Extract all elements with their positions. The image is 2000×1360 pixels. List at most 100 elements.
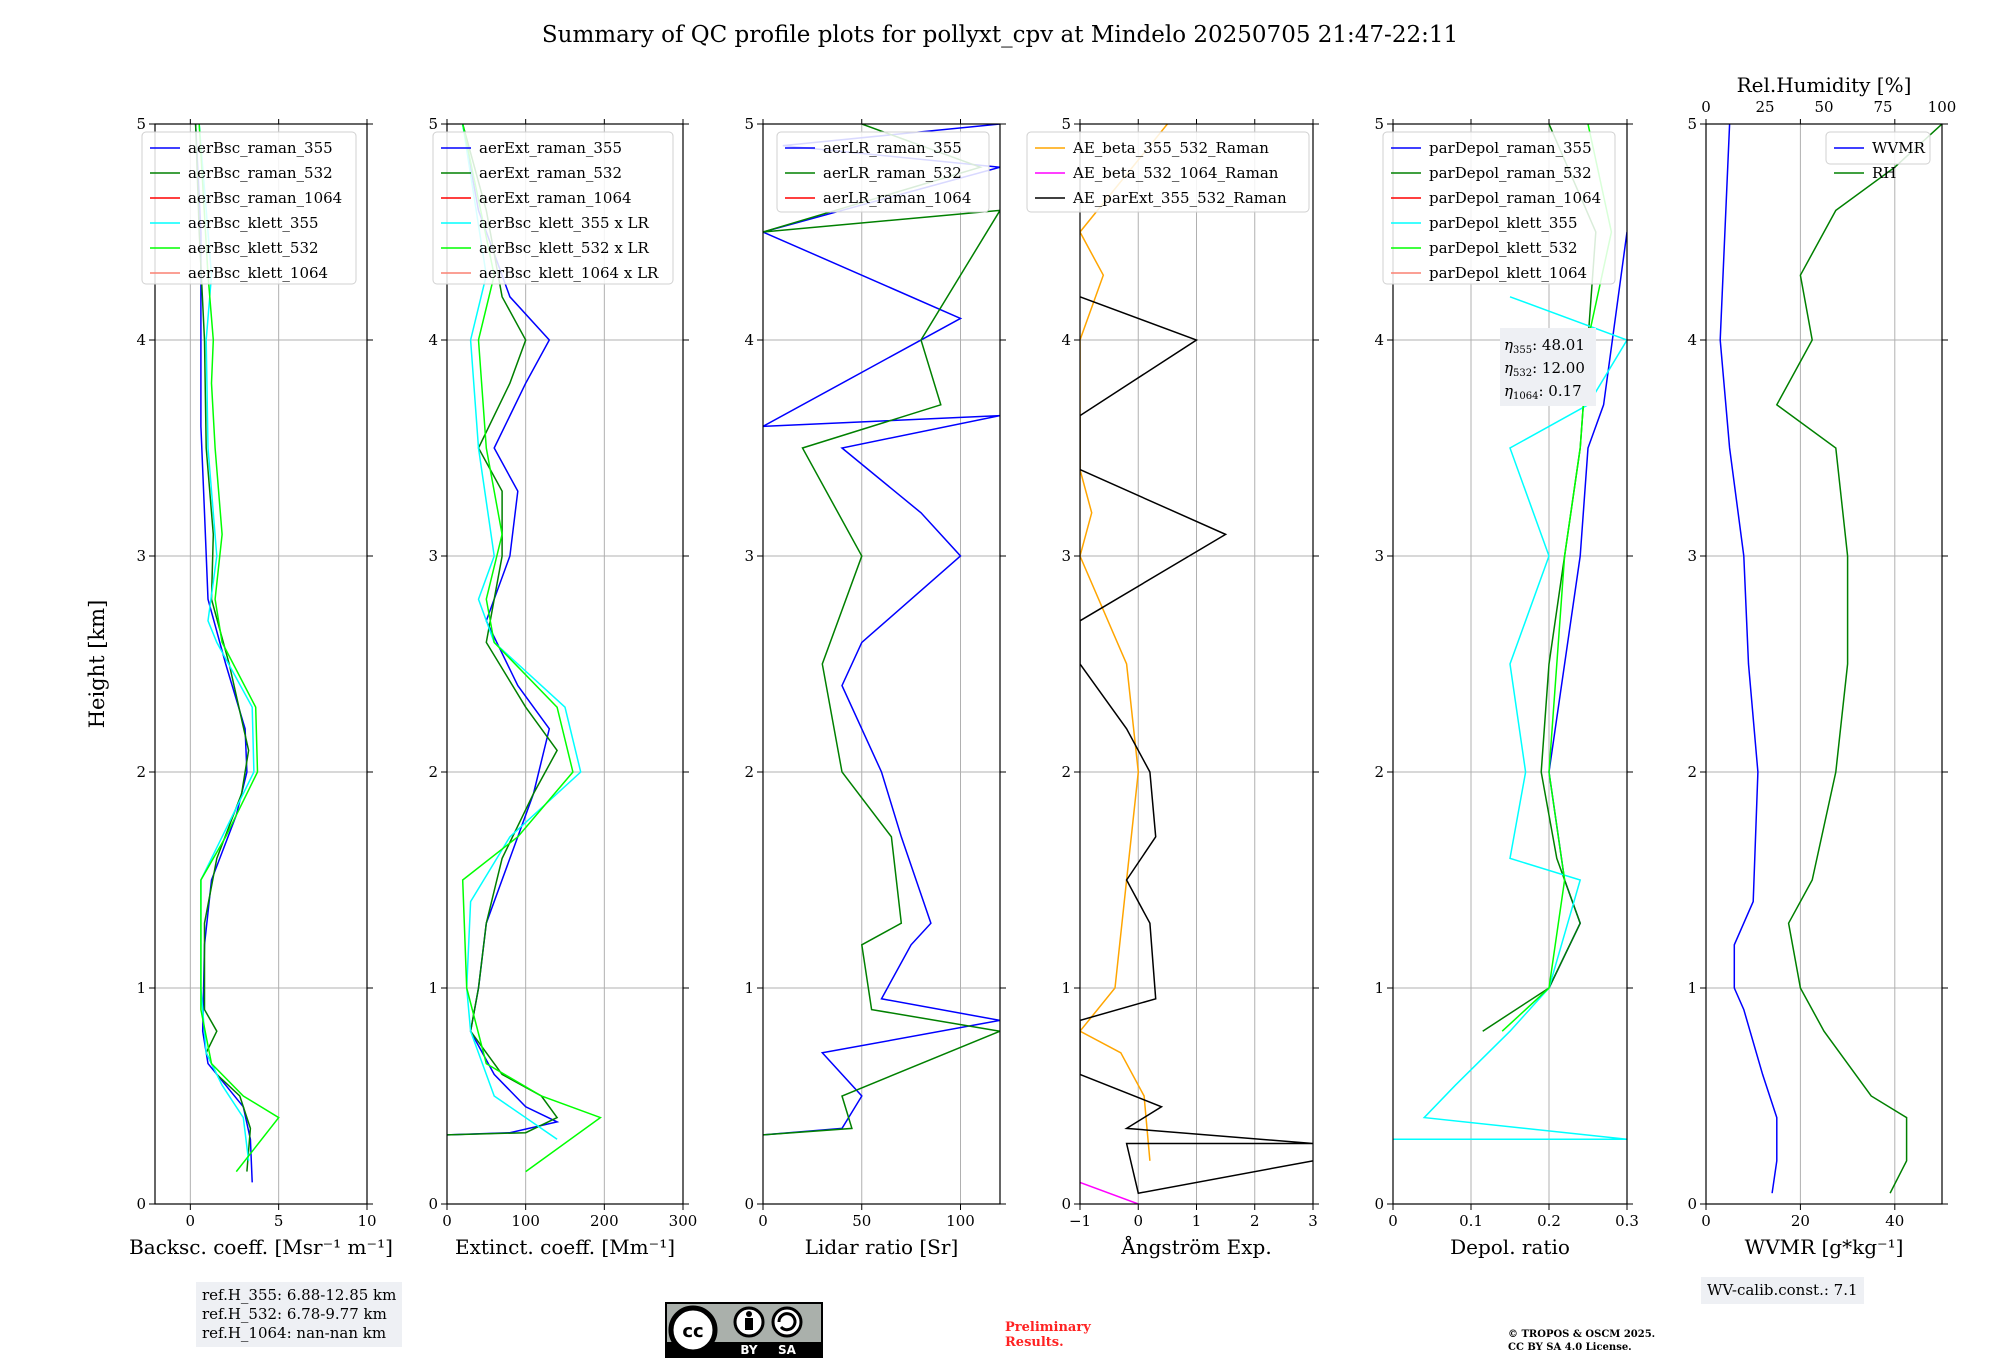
series-AE_parExt_355_532_Raman: [1080, 296, 1313, 1195]
y-tick-label: 3: [744, 547, 754, 565]
legend-entry: aerBsc_klett_1064 x LR: [479, 264, 659, 282]
copyright-line-1: © TROPOS & OSCM 2025.: [1508, 1329, 1656, 1340]
panel-2: 0 100 200 300 0 1 2 3 4 5 Extinct. coeff. [Mm⁻¹] ae…: [428, 115, 697, 1259]
x2-tick-label: 0: [1701, 98, 1711, 116]
y-tick-label: 2: [136, 763, 146, 781]
ref-height-355: ref.H_355: 6.88-12.85 km: [202, 1286, 397, 1304]
series-group: [763, 124, 1000, 1136]
legend-entry: parDepol_klett_355: [1429, 214, 1578, 232]
y-tick-label: 3: [1374, 547, 1384, 565]
annotation-line: η532: 12.00: [1504, 359, 1585, 379]
legend-entry: aerLR_raman_355: [823, 139, 962, 157]
cc-by-sa-badge: cc BY SA: [665, 1302, 823, 1358]
legend-box: [141, 131, 357, 285]
panel-1: 0 5 10 0 1 2 3 4 5 Backsc. coeff. [Msr⁻¹ m⁻¹] aerB…: [129, 115, 393, 1259]
legend: aerBsc_raman_355 aerBsc_raman_532 aerBsc_r…: [141, 131, 357, 285]
legend-box: [1825, 131, 1931, 165]
preliminary-note: Preliminary Results.: [1005, 1320, 1091, 1350]
series-RH: [1775, 124, 1942, 1194]
legend-entry: aerBsc_klett_355: [188, 214, 319, 232]
reference-heights-box: ref.H_355: 6.88-12.85 km ref.H_532: 6.78…: [196, 1282, 403, 1347]
x-tick-label: 2: [1250, 1212, 1260, 1230]
legend-entry: aerBsc_klett_532: [188, 239, 319, 257]
legend-entry: AE_beta_532_1064_Raman: [1072, 164, 1279, 182]
series-aerBsc_klett_532: [198, 124, 280, 1173]
x2-axis-label: Rel.Humidity [%]: [1737, 73, 1912, 97]
series-aerLR_raman_355: [763, 124, 1000, 1136]
x-tick-label: 200: [590, 1212, 619, 1230]
y-tick-label: 0: [744, 1195, 754, 1213]
legend: AE_beta_355_532_Raman AE_beta_532_1064_Ra…: [1026, 131, 1310, 213]
y-tick-label: 1: [1061, 979, 1071, 997]
y-tick-label: 1: [428, 979, 438, 997]
y-tick-label: 2: [428, 763, 438, 781]
x-tick-label: 0.3: [1615, 1212, 1639, 1230]
y-tick-label: 4: [428, 331, 438, 349]
x-axis-label: Depol. ratio: [1450, 1235, 1570, 1259]
series-aerLR_raman_532: [763, 124, 1000, 1136]
x-tick-label: 10: [357, 1212, 376, 1230]
x-axis-label: Ångström Exp.: [1120, 1234, 1271, 1259]
series-aerExt_raman_355: [447, 124, 560, 1136]
x-tick-label: 300: [669, 1212, 698, 1230]
y-tick-label: 1: [136, 979, 146, 997]
x-tick-label: 0: [442, 1212, 452, 1230]
axes-frame: [762, 123, 1001, 1205]
y-tick-label: 5: [136, 115, 146, 133]
legend-entry: aerExt_raman_532: [479, 164, 622, 182]
axes-frame: [1392, 123, 1628, 1205]
legend-entry: aerBsc_klett_1064: [188, 264, 328, 282]
y-tick-label: 5: [1061, 115, 1071, 133]
legend-entry: aerBsc_klett_532 x LR: [479, 239, 650, 257]
ref-height-1064: ref.H_1064: nan-nan km: [202, 1324, 387, 1342]
legend-entry: aerLR_raman_1064: [823, 189, 971, 207]
x2-tick-label: 75: [1873, 98, 1892, 116]
legend-box: [1026, 131, 1310, 213]
x-tick-label: 100: [511, 1212, 540, 1230]
y-tick-label: 1: [1687, 979, 1697, 997]
series-parDepol_klett_355: [1393, 296, 1627, 1140]
y-tick-label: 2: [1687, 763, 1697, 781]
x-tick-label: 50: [852, 1212, 871, 1230]
y-tick-label: 4: [136, 331, 146, 349]
x-tick-label: 5: [274, 1212, 284, 1230]
y-tick-label: 4: [1687, 331, 1697, 349]
preliminary-line-2: Results.: [1005, 1335, 1064, 1350]
panel-6: 0 20 40 0 1 2 3 4 5 WVMR [g*kg⁻¹] 0 25 50 75 100 Rel.Hu…: [1687, 73, 1956, 1259]
figure-title: Summary of QC profile plots for pollyxt_…: [541, 22, 1459, 48]
legend-box: [1382, 131, 1616, 285]
x2-tick-label: 50: [1814, 98, 1833, 116]
y-tick-label: 0: [136, 1195, 146, 1213]
y-tick-label: 1: [744, 979, 754, 997]
legend: WVMR RH: [1825, 131, 1931, 182]
annotation-box: [1500, 328, 1596, 406]
legend-entry: aerLR_raman_532: [823, 164, 962, 182]
legend-box: [776, 131, 990, 213]
y-axis-label: Height [km]: [85, 600, 109, 729]
legend-entry: aerBsc_raman_532: [188, 164, 333, 182]
y-tick-label: 4: [1061, 331, 1071, 349]
series-aerBsc_klett_355: [198, 124, 255, 1161]
legend: parDepol_raman_355 parDepol_raman_532 parD…: [1382, 131, 1616, 285]
y-tick-label: 2: [744, 763, 754, 781]
badge-sa-label: SA: [778, 1343, 797, 1357]
depol-calibration-annotation: η355: 48.01 η532: 12.00 η1064: 0.17: [1500, 328, 1596, 406]
x2-tick-label: 100: [1928, 98, 1957, 116]
series-aerBsc_klett_355 x LR: [461, 124, 582, 1140]
series-group: [1080, 124, 1313, 1204]
x-tick-label: 0: [1701, 1212, 1711, 1230]
series-aerBsc_raman_532: [194, 124, 252, 1172]
x-tick-label: 40: [1885, 1212, 1904, 1230]
legend-entry: parDepol_klett_532: [1429, 239, 1578, 257]
y-tick-label: 5: [744, 115, 754, 133]
y-tick-label: 0: [428, 1195, 438, 1213]
series-parDepol_raman_532: [1482, 124, 1597, 1032]
legend-entry: parDepol_raman_532: [1429, 164, 1592, 182]
x-tick-label: 0: [186, 1212, 196, 1230]
x-tick-label: 20: [1791, 1212, 1810, 1230]
series-group: [447, 124, 602, 1173]
legend-box: [432, 131, 674, 285]
y-tick-label: 3: [1061, 547, 1071, 565]
